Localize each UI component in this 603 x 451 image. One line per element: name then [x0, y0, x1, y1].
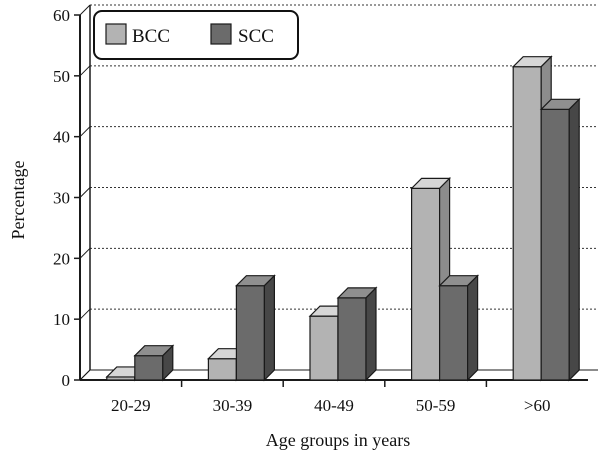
gridline-connector — [79, 4, 91, 16]
x-tick-label: 30-39 — [213, 396, 253, 415]
bar-front — [411, 187, 441, 381]
bar-front — [540, 108, 570, 381]
bar-side — [568, 97, 580, 382]
bar-side — [263, 274, 275, 382]
gridline-connector — [79, 187, 91, 198]
bar-front — [235, 285, 265, 381]
legend-label-bcc: BCC — [132, 26, 170, 47]
x-tick-label: 50-59 — [416, 396, 456, 415]
bar-side — [467, 274, 479, 382]
x-tick-label: 40-49 — [314, 396, 354, 415]
bar-front — [134, 355, 164, 381]
y-tick-label: 30 — [53, 189, 70, 208]
y-tick-label: 50 — [53, 67, 70, 86]
gridlines — [79, 4, 598, 381]
y-tick-label: 0 — [62, 371, 71, 390]
x-tick-label: 20-29 — [111, 396, 151, 415]
tick-labels: 0 10 20 30 40 50 60 20-29 30-39 40-49 50-59 >60 — [53, 6, 550, 415]
y-tick-label: 10 — [53, 310, 70, 329]
bar-side — [365, 286, 377, 382]
bar-front — [207, 358, 237, 381]
bar-front — [512, 66, 542, 381]
y-tick-label: 20 — [53, 249, 70, 268]
legend: BCC SCC — [93, 10, 299, 60]
bar-side — [162, 344, 174, 382]
bar-scc-5 — [539, 97, 581, 382]
bar-front — [337, 297, 367, 381]
bars — [105, 55, 581, 382]
legend-swatch-bcc — [105, 23, 127, 45]
y-tick-label: 40 — [53, 128, 70, 147]
gridline-connector — [79, 247, 91, 259]
bar-scc-2 — [234, 274, 276, 382]
gridline-connector — [79, 308, 91, 320]
bar-scc-3 — [336, 286, 378, 382]
x-axis-title: Age groups in years — [266, 430, 410, 450]
bar-front — [439, 285, 469, 381]
legend-swatch-scc — [210, 23, 232, 45]
bar-scc-1 — [133, 344, 175, 382]
gridline-connector — [79, 65, 91, 77]
floor-left-edge — [79, 369, 91, 381]
y-axis-title: Percentage — [8, 161, 28, 240]
y-tick-label: 60 — [53, 6, 70, 25]
legend-frame — [93, 10, 299, 60]
bar-front — [309, 315, 339, 381]
x-tick-label: >60 — [524, 396, 551, 415]
gridline-connector — [79, 126, 91, 138]
legend-label-scc: SCC — [238, 26, 274, 47]
bar-scc-4 — [438, 274, 480, 382]
